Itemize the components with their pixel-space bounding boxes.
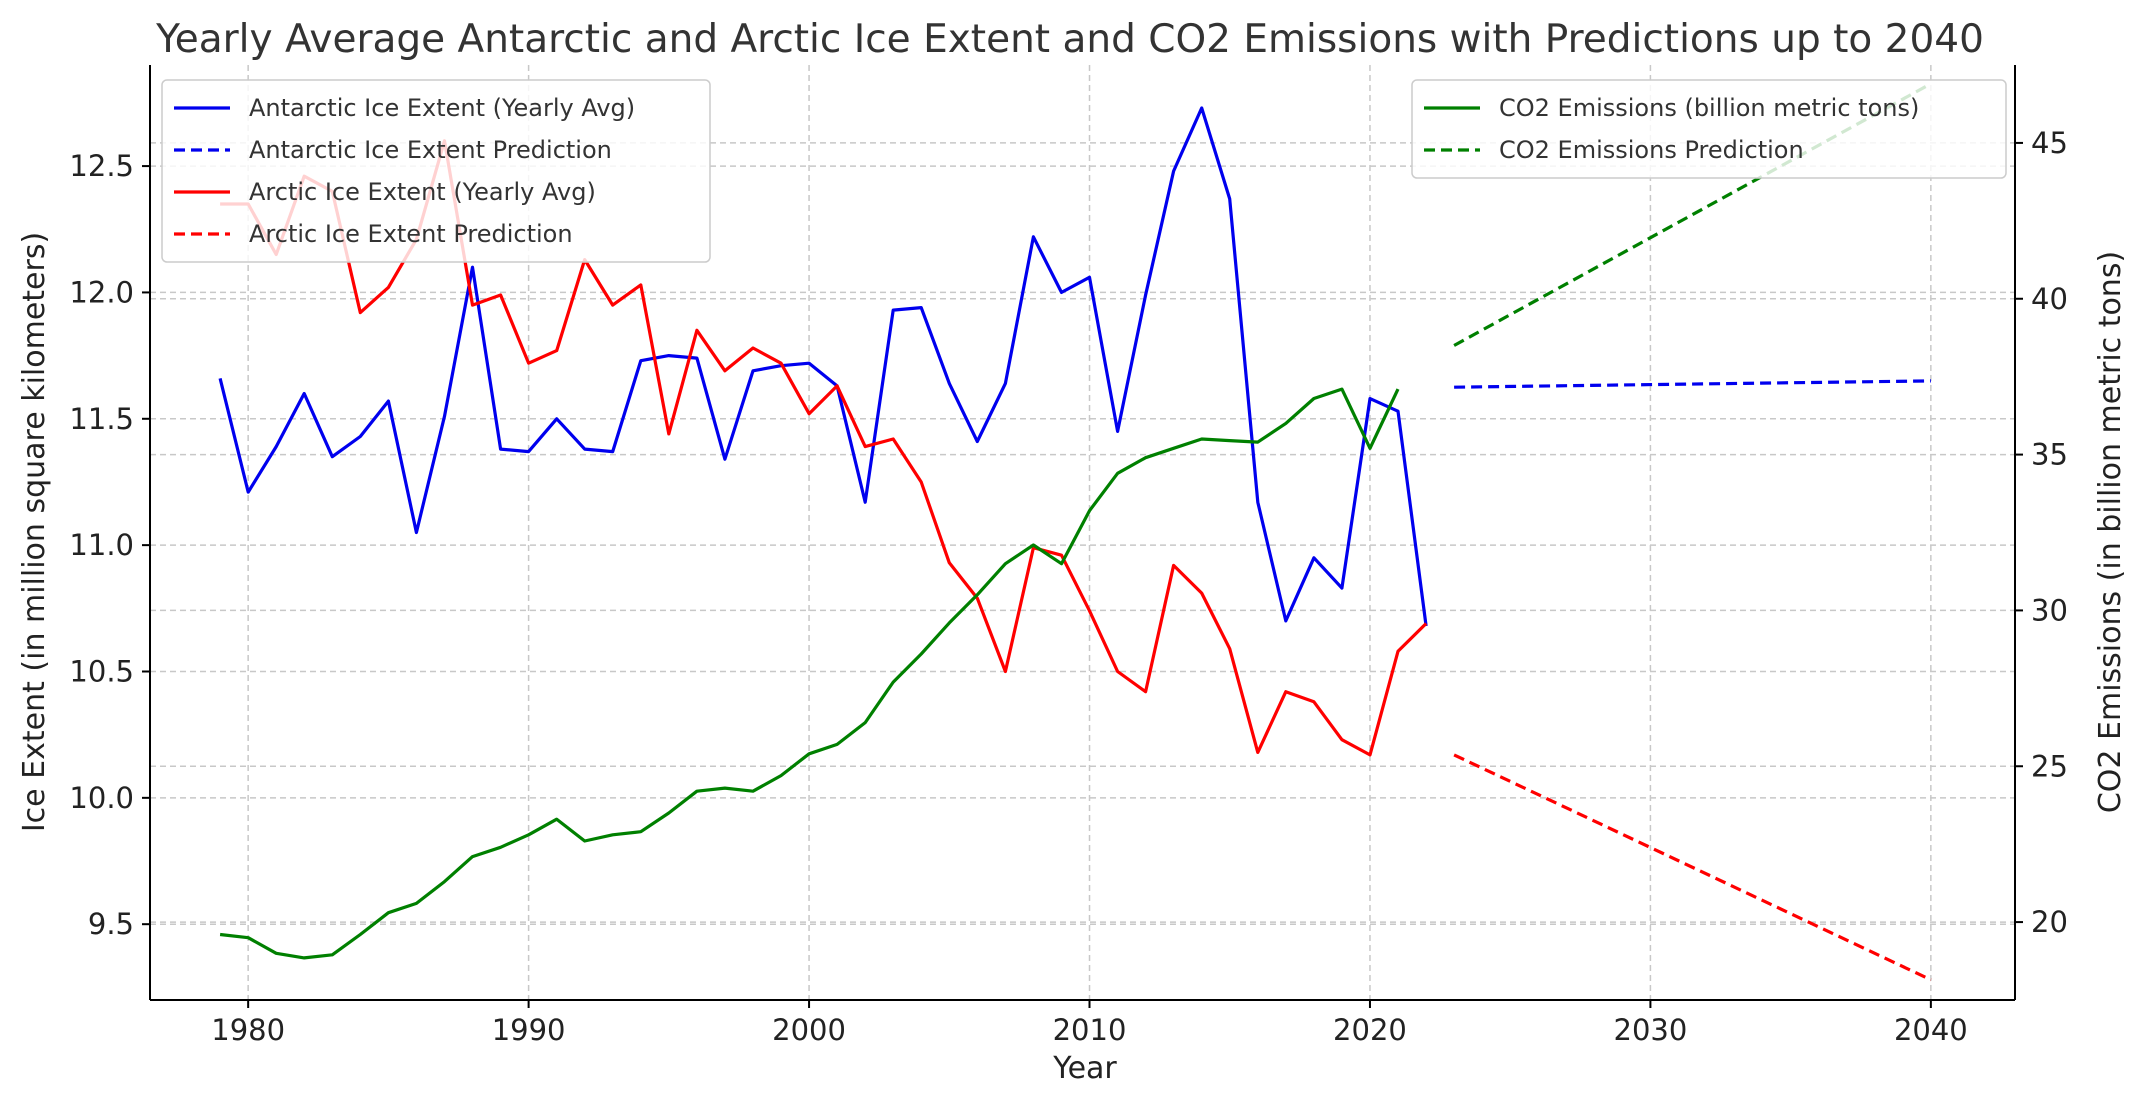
legend-label: CO2 Emissions (billion metric tons) (1499, 94, 1919, 122)
series-line (218, 106, 1428, 627)
tick-labels: 1980 1990 2000 2010 2020 2030 20409.510.010.51… (69, 126, 2067, 1047)
x-tick-label: 2030 (1614, 1013, 1688, 1047)
legend-label: CO2 Emissions Prediction (1499, 136, 1804, 164)
axes (142, 65, 2023, 1008)
legend-label: Antarctic Ice Extent Prediction (249, 136, 612, 164)
legend-label: Arctic Ice Extent Prediction (249, 220, 573, 248)
series-line (1454, 379, 1931, 389)
y-tick-label-left: 11.5 (69, 402, 134, 436)
x-tick-label: 2010 (1053, 1013, 1127, 1047)
y-axis-label-right: CO2 Emissions (in billion metric tons) (2093, 251, 2128, 813)
series-line (219, 387, 1400, 960)
series-line (1453, 82, 1932, 347)
y-tick-label-left: 10.5 (69, 654, 134, 688)
x-tick-label: 2000 (772, 1013, 846, 1047)
plot-series (218, 82, 1932, 982)
y-axis-label-left: Ice Extent (in million square kilometers… (17, 232, 52, 832)
y-tick-label-left: 10.0 (69, 781, 134, 815)
legend-box (161, 79, 711, 263)
y-tick-label-right: 45 (2031, 126, 2068, 160)
y-tick-label-left: 12.5 (69, 149, 134, 183)
legend-box (1411, 79, 2007, 179)
legend-label: Arctic Ice Extent (Yearly Avg) (249, 178, 596, 206)
grid-lines (150, 65, 2015, 1000)
series-line (1453, 753, 1932, 982)
y-tick-label-right: 25 (2031, 749, 2068, 783)
x-tick-label: 1990 (492, 1013, 566, 1047)
y-tick-label-right: 30 (2031, 593, 2068, 627)
chart-title: Yearly Average Antarctic and Arctic Ice … (155, 17, 1984, 62)
y-tick-label-right: 20 (2031, 905, 2068, 939)
y-tick-label-right: 40 (2031, 282, 2068, 316)
y-tick-label-left: 9.5 (88, 907, 134, 941)
legend-right: CO2 Emissions (billion metric tons) CO2 E… (1411, 79, 2007, 179)
x-tick-label: 1980 (211, 1013, 285, 1047)
y-tick-label-right: 35 (2031, 438, 2068, 472)
x-tick-label: 2020 (1333, 1013, 1407, 1047)
legend-label: Antarctic Ice Extent (Yearly Avg) (249, 94, 635, 122)
x-tick-label: 2040 (1894, 1013, 1968, 1047)
x-axis-label: Year (1052, 1051, 1117, 1086)
legend-left: Antarctic Ice Extent (Yearly Avg) Antarct… (161, 79, 711, 263)
y-tick-label-left: 11.0 (69, 528, 134, 562)
y-tick-label-left: 12.0 (69, 275, 134, 309)
